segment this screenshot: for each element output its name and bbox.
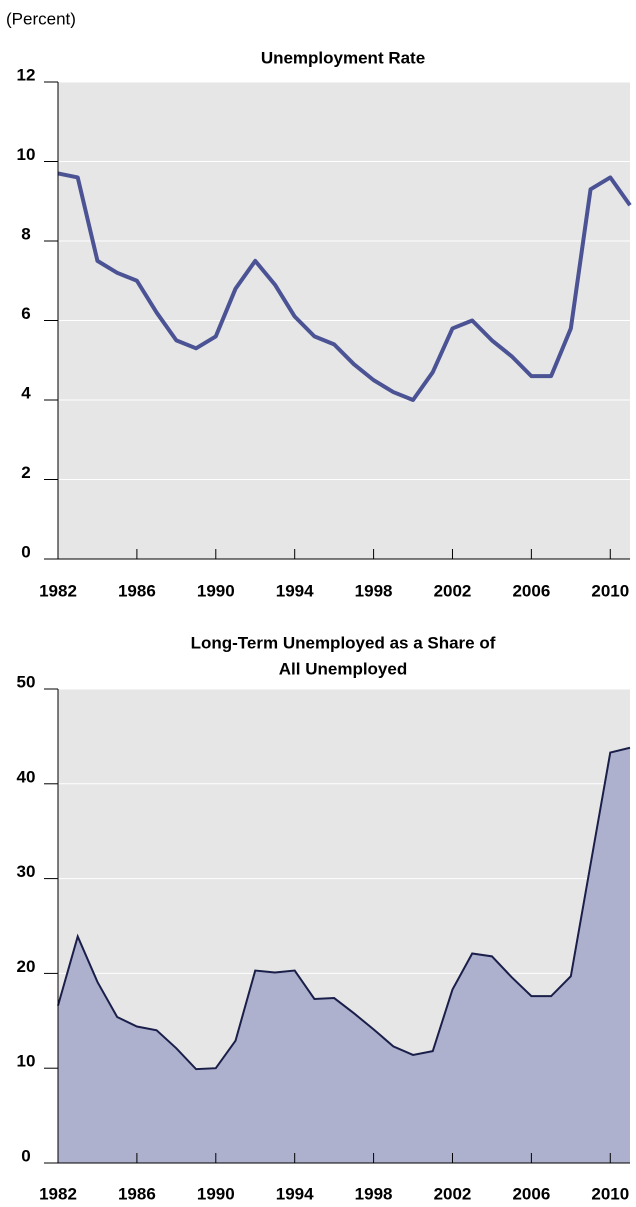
x-tick-label: 1986 (118, 1184, 156, 1203)
y-tick-label: 0 (21, 542, 30, 561)
y-tick-label: 4 (21, 383, 31, 402)
line (57, 171, 632, 402)
x-tick-label: 1994 (276, 581, 314, 600)
x-tick-label: 1990 (197, 1184, 235, 1203)
chart-title: Long-Term Unemployed as a Share of (191, 633, 496, 652)
x-tick-label: 1986 (118, 581, 156, 600)
chart-title: All Unemployed (279, 659, 407, 678)
x-tick-label: 1990 (197, 581, 235, 600)
y-tick-label: 10 (17, 1052, 36, 1071)
y-tick-label: 50 (17, 672, 36, 691)
x-tick-label: 2006 (512, 581, 550, 600)
x-tick-label: 1982 (39, 1184, 77, 1203)
x-tick-label: 1994 (276, 1184, 314, 1203)
x-tick-label: 1982 (39, 581, 77, 600)
chart-title: Unemployment Rate (261, 48, 425, 67)
x-tick-label: 1998 (355, 1184, 393, 1203)
y-tick-label: 12 (17, 65, 36, 84)
y-tick-label: 30 (17, 862, 36, 881)
y-tick-label: 8 (21, 224, 30, 243)
y-tick-label: 40 (17, 767, 36, 786)
x-tick-label: 2002 (434, 1184, 472, 1203)
y-tick-label: 0 (21, 1146, 30, 1165)
y-tick-label: 20 (17, 957, 36, 976)
x-tick-label: 2002 (434, 581, 472, 600)
y-tick-label: 10 (17, 145, 36, 164)
x-tick-label: 1998 (355, 581, 393, 600)
unit-note: (Percent) (6, 9, 76, 28)
x-tick-label: 2010 (591, 581, 629, 600)
x-tick-label: 2010 (591, 1184, 629, 1203)
area-outline (57, 746, 631, 1071)
y-tick-label: 6 (21, 304, 30, 323)
x-tick-label: 2006 (512, 1184, 550, 1203)
area-fill (58, 747, 630, 1163)
y-tick-label: 2 (21, 463, 30, 482)
